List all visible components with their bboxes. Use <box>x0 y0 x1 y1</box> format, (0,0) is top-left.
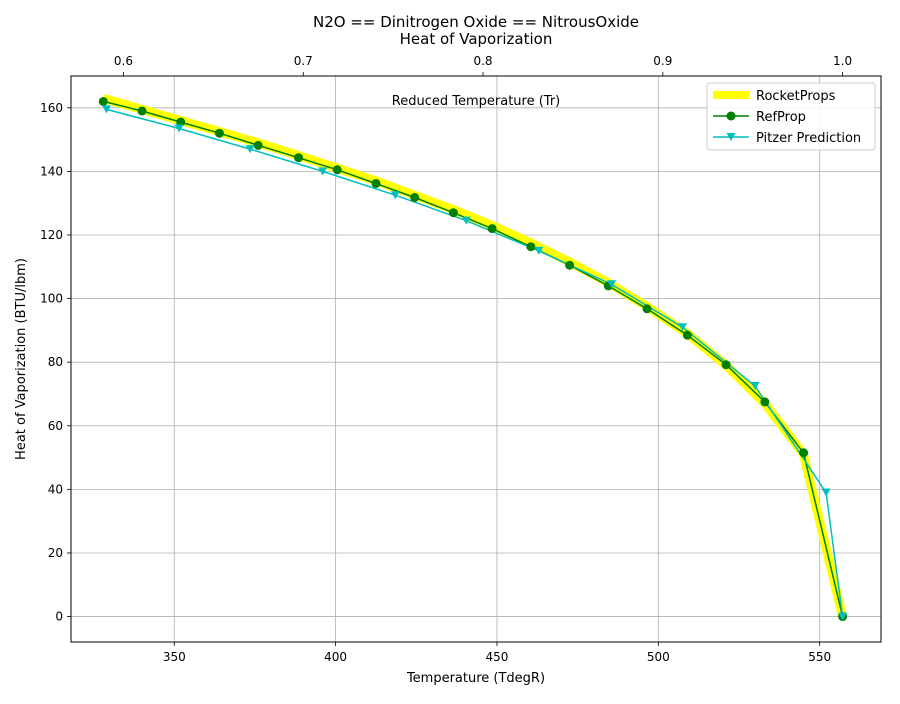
top-x-tick-label: 0.6 <box>114 54 133 68</box>
x-tick-label: 500 <box>647 650 670 664</box>
legend-marker-pitzer <box>726 133 736 141</box>
refprop-point <box>332 165 342 175</box>
pitzer-point <box>390 191 400 200</box>
legend: RocketProps RefProp Pitzer Prediction <box>706 82 876 151</box>
refprop-point <box>760 397 770 407</box>
refprop-point <box>214 128 224 138</box>
refprop-point <box>799 448 809 458</box>
legend-label-rocketprops: RocketProps <box>756 89 836 104</box>
pitzer-point <box>101 105 111 114</box>
y-tick-label: 120 <box>40 228 63 242</box>
refprop-point <box>565 260 575 270</box>
top-x-tick-label: 0.7 <box>294 54 313 68</box>
chart-title-line1: N2O == Dinitrogen Oxide == NitrousOxide <box>313 13 639 31</box>
pitzer-point <box>534 246 544 255</box>
refprop-point <box>721 360 731 370</box>
axis-ticks: 350 400 450 500 550 0 20 40 60 80 100 120 140 160 0.6 0… <box>40 54 852 664</box>
y-tick-label: 0 <box>55 610 63 624</box>
pitzer-point <box>245 145 255 154</box>
legend-label-pitzer: Pitzer Prediction <box>756 131 861 146</box>
refprop-point <box>642 304 652 314</box>
legend-label-refprop: RefProp <box>756 110 806 125</box>
refprop-point <box>448 208 458 218</box>
series-line-rocketprops <box>102 93 847 618</box>
y-tick-label: 20 <box>48 546 63 560</box>
pitzer-point <box>750 382 760 391</box>
legend-entry-rocketprops: RocketProps <box>713 89 836 104</box>
x-tick-label: 350 <box>163 650 186 664</box>
x-tick-label: 550 <box>808 650 831 664</box>
refprop-point <box>294 153 304 163</box>
refprop-point <box>487 224 497 234</box>
y-tick-label: 140 <box>40 164 63 178</box>
refprop-point <box>137 106 147 116</box>
legend-entry-pitzer: Pitzer Prediction <box>713 131 861 146</box>
series-line-pitzer <box>106 108 844 617</box>
top-x-tick-label: 0.8 <box>473 54 492 68</box>
grid-lines <box>71 76 881 642</box>
refprop-point <box>371 178 381 188</box>
top-x-tick-label: 1.0 <box>833 54 852 68</box>
pitzer-point <box>678 323 688 332</box>
series-line-refprop <box>103 100 844 617</box>
refprop-point <box>176 117 186 127</box>
pitzer-point <box>174 124 184 133</box>
x-axis-label: Temperature (TdegR) <box>406 671 545 686</box>
plot-frame <box>70 75 882 643</box>
pitzer-point <box>607 280 617 289</box>
pitzer-point <box>838 612 848 621</box>
refprop-point <box>410 192 420 202</box>
legend-marker-refprop <box>726 111 736 121</box>
legend-box <box>706 82 876 151</box>
y-tick-label: 40 <box>48 482 63 496</box>
x-tick-label: 400 <box>324 650 347 664</box>
refprop-point <box>526 242 536 252</box>
y-tick-label: 80 <box>48 355 63 369</box>
top-x-axis-label: Reduced Temperature (Tr) <box>392 94 560 109</box>
refprop-point <box>98 96 108 106</box>
top-x-tick-label: 0.9 <box>653 54 672 68</box>
y-tick-label: 60 <box>48 419 63 433</box>
refprop-point <box>682 330 692 340</box>
refprop-point <box>253 140 263 150</box>
legend-entry-refprop: RefProp <box>713 110 806 125</box>
y-tick-label: 100 <box>40 292 63 306</box>
y-tick-label: 160 <box>40 101 63 115</box>
y-axis-label: Heat of Vaporization (BTU/lbm) <box>14 258 29 460</box>
pitzer-point <box>318 167 328 176</box>
pitzer-point <box>821 488 831 497</box>
chart-title-line2: Heat of Vaporization <box>400 30 553 48</box>
x-tick-label: 450 <box>486 650 509 664</box>
pitzer-point <box>461 216 471 225</box>
data-series <box>98 93 848 622</box>
